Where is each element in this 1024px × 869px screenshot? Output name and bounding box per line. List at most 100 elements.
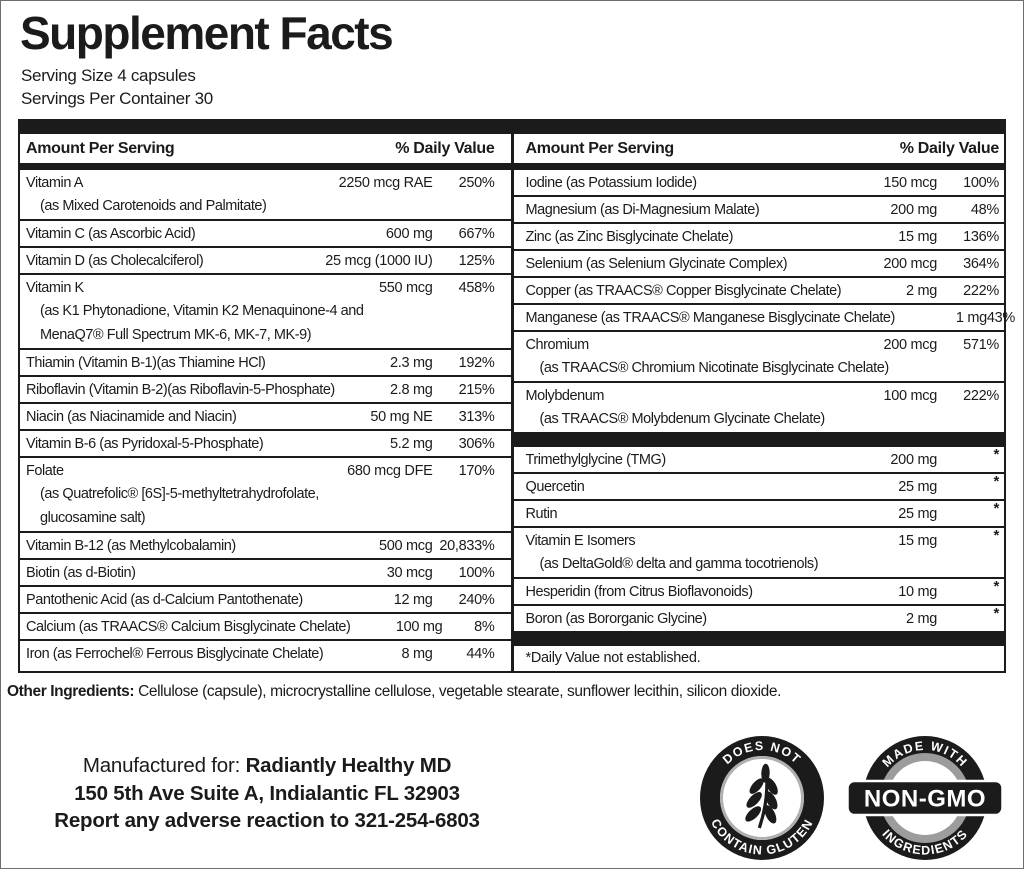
footer: Manufactured for: Radiantly Healthy MD 1…	[18, 732, 1006, 864]
table-row: Vitamin B-12 (as Methylcobalamin) 500 mcg…	[20, 531, 511, 558]
nutrient-daily-value: 48%	[970, 201, 999, 218]
nutrient-amount: 8 mg	[401, 645, 433, 662]
nutrient-daily-value: 100%	[963, 174, 999, 191]
nutrient-daily-value: *	[993, 446, 999, 464]
table-row: Niacin (as Niacinamide and Niacin) 50 mg …	[20, 402, 511, 429]
nutrient-daily-value: 667%	[458, 225, 495, 242]
nutrient-amount: 600 mg	[385, 225, 433, 242]
nutrient-amount: 2 mg	[905, 610, 937, 627]
page-title: Supplement Facts	[20, 7, 394, 59]
nutrient-name: Quercetin	[525, 478, 585, 495]
table-row: Vitamin B-6 (as Pyridoxal-5-Phosphate) 5.…	[20, 429, 511, 456]
other-ingredients-label: Other Ingredients:	[7, 683, 135, 701]
table-row: Riboflavin (Vitamin B-2)(as Riboflavin-5…	[20, 375, 511, 402]
table-row: Iodine (as Potassium Iodide) 150 mcg 100%	[514, 170, 1005, 195]
header-amount-per-serving: Amount Per Serving	[525, 139, 675, 157]
table-row: Boron (as Bororganic Glycine) 2 mg *	[513, 604, 1004, 631]
table-row: Copper (as TRAACS® Copper Bisglycinate C…	[513, 276, 1004, 303]
nutrient-amount: 15 mg	[898, 532, 937, 549]
table-row: Biotin (as d-Biotin) 30 mcg 100%	[20, 558, 511, 585]
other-ingredients: Other Ingredients: Cellulose (capsule), …	[7, 681, 1006, 702]
manufacturer-name: Radiantly Healthy MD	[245, 754, 452, 778]
nutrient-daily-value: 222%	[963, 387, 999, 404]
nutrient-name: Calcium (as TRAACS® Calcium Bisglycinate…	[26, 618, 351, 635]
nutrient-daily-value: 170%	[458, 462, 495, 479]
table-row: Vitamin D (as Cholecalciferol) 25 mcg (10…	[20, 246, 511, 273]
column-header: Amount Per Serving % Daily Value	[514, 134, 1005, 163]
top-divider-bar	[20, 119, 1004, 135]
nutrient-name: Pantothenic Acid (as d-Calcium Pantothen…	[26, 591, 303, 608]
nutrient-name: Trimethylglycine (TMG)	[525, 451, 667, 468]
table-row: Selenium (as Selenium Glycinate Complex)…	[513, 249, 1004, 276]
table-row: Manganese (as TRAACS® Manganese Bisglyci…	[513, 303, 1015, 330]
nutrient-amount: 2250 mcg RAE	[338, 174, 433, 191]
serving-size: Serving Size 4 capsules	[21, 66, 196, 86]
adverse-reaction-line: Report any adverse reaction to 321-254-6…	[54, 809, 480, 833]
nutrient-amount: 25 mcg (1000 IU)	[325, 252, 433, 269]
nutrient-name: Vitamin C (as Ascorbic Acid)	[26, 225, 196, 242]
table-row: Chromium 200 mcg 571% (as TRAACS® Chromium …	[513, 330, 1004, 381]
section-divider-bar	[513, 631, 1004, 647]
nutrient-amount: 25 mg	[898, 478, 937, 495]
nutrient-daily-value: *	[993, 500, 999, 518]
nutrient-name: Vitamin K	[26, 279, 84, 296]
nutrient-amount: 2.3 mg	[389, 354, 433, 371]
table-row: Molybdenum 100 mcg 222% (as TRAACS® Molybde…	[513, 381, 1004, 432]
nutrient-amount: 680 mcg DFE	[347, 462, 433, 479]
nutrient-daily-value: 364%	[963, 255, 999, 272]
table-row: Vitamin K 550 mcg 458% (as K1 Phytonadione,…	[20, 273, 511, 348]
nutrient-daily-value: 44%	[466, 645, 495, 662]
nutrient-amount: 2 mg	[905, 282, 937, 299]
nutrient-name: Vitamin B-6 (as Pyridoxal-5-Phosphate)	[26, 435, 264, 452]
table-row: Rutin 25 mg *	[513, 499, 1004, 526]
nutrient-amount: 50 mg NE	[370, 408, 433, 425]
manufacturer-address: 150 5th Ave Suite A, Indialantic FL 3290…	[74, 781, 460, 805]
left-rows: Vitamin A 2250 mcg RAE 250% (as Mixed Carot…	[20, 170, 511, 666]
manufacturer-info: Manufactured for: Radiantly Healthy MD 1…	[36, 752, 498, 835]
header-amount-per-serving: Amount Per Serving	[26, 139, 175, 157]
nutrient-daily-value: *	[993, 605, 999, 623]
nutrient-name: Iodine (as Potassium Iodide)	[525, 174, 698, 191]
nutrient-daily-value: 125%	[458, 252, 495, 269]
table-row: Quercetin 25 mg *	[513, 472, 1004, 499]
nutrient-source-subtext: MenaQ7® Full Spectrum MK-6, MK-7, MK-9)	[40, 327, 312, 344]
table-row: Folate 680 mcg DFE 170% (as Quatrefolic® [6…	[20, 456, 511, 531]
table-row: Vitamin E Isomers 15 mg * (as DeltaGold® de…	[513, 526, 1004, 577]
nutrient-name: Vitamin E Isomers	[525, 532, 636, 549]
nutrient-daily-value: 571%	[963, 336, 999, 353]
nutrient-name: Molybdenum	[525, 387, 605, 404]
header-divider-bar	[20, 163, 511, 171]
nutrient-name: Folate	[26, 462, 64, 479]
nutrient-daily-value: 8%	[474, 618, 495, 635]
nutrient-daily-value: 215%	[458, 381, 495, 398]
nutrient-daily-value: 192%	[458, 354, 495, 371]
nutrient-amount: 30 mcg	[386, 564, 433, 581]
nutrient-amount: 200 mcg	[883, 336, 937, 353]
column-header: Amount Per Serving % Daily Value	[20, 134, 511, 163]
nutrient-amount: 5.2 mg	[389, 435, 433, 452]
nutrient-amount: 10 mg	[898, 583, 937, 600]
manufacturer-line: Manufactured for: Radiantly Healthy MD	[36, 752, 498, 780]
table-row: Hesperidin (from Citrus Bioflavonoids) 10…	[513, 577, 1004, 604]
section-divider-bar	[513, 432, 1004, 448]
nutrient-daily-value: 136%	[963, 228, 999, 245]
nutrient-daily-value: 240%	[458, 591, 495, 608]
table-row: Iron (as Ferrochel® Ferrous Bisglycinate…	[20, 639, 511, 666]
nutrient-daily-value: 306%	[458, 435, 495, 452]
nutrient-amount: 25 mg	[898, 505, 937, 522]
nutrient-daily-value: 100%	[458, 564, 495, 581]
nutrient-amount: 550 mcg	[378, 279, 433, 296]
nutrient-name: Zinc (as Zinc Bisglycinate Chelate)	[525, 228, 734, 245]
nutrient-amount: 150 mcg	[883, 174, 937, 191]
nutrient-source-subtext: (as Quatrefolic® [6S]-5-methyltetrahydro…	[40, 486, 319, 503]
nutrient-source-subtext: (as TRAACS® Molybdenum Glycinate Chelate…	[539, 411, 826, 428]
nutrient-name: Iron (as Ferrochel® Ferrous Bisglycinate…	[26, 645, 324, 662]
facts-column-right: Amount Per Serving % Daily Value Iodine …	[513, 134, 1015, 671]
table-row: Pantothenic Acid (as d-Calcium Pantothen…	[20, 585, 511, 612]
nutrient-name: Riboflavin (Vitamin B-2)(as Riboflavin-5…	[26, 381, 335, 398]
nutrient-source-subtext: glucosamine salt)	[40, 510, 146, 527]
non-gmo-banner: NON-GMO	[846, 780, 1004, 817]
right-mineral-rows: Iodine (as Potassium Iodide) 150 mcg 100% M…	[513, 170, 1015, 432]
nutrient-name: Thiamin (Vitamin B-1)(as Thiamine HCl)	[26, 354, 266, 371]
nutrient-name: Rutin	[525, 505, 558, 522]
